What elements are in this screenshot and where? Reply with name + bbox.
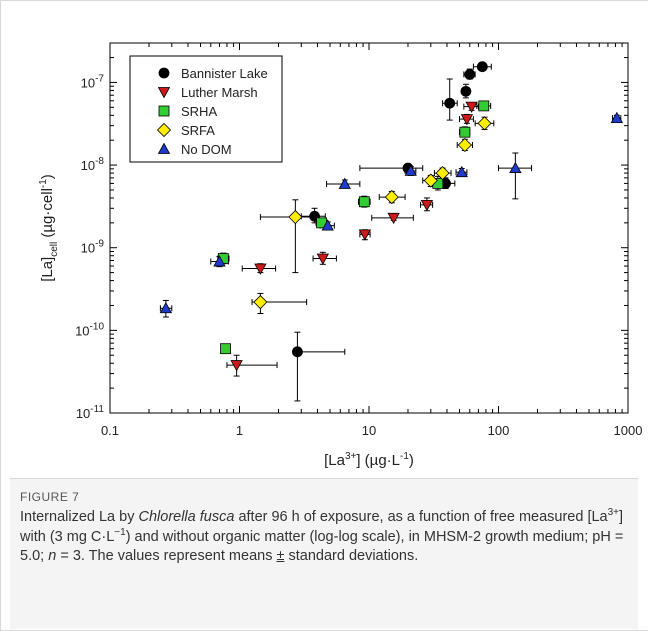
data-point-luther-marsh bbox=[465, 101, 478, 113]
data-point-srha bbox=[358, 196, 370, 208]
data-point-luther-marsh bbox=[358, 229, 372, 241]
legend-box bbox=[129, 55, 283, 163]
data-point-srfa bbox=[457, 137, 472, 153]
data-point-srfa bbox=[435, 166, 450, 181]
x-tick-label: 1 bbox=[236, 423, 243, 438]
legend-marker-luther-marsh bbox=[157, 87, 171, 99]
data-point-srfa bbox=[288, 209, 303, 225]
data-point-srfa bbox=[477, 116, 492, 131]
y-tick-label: 10-10 bbox=[75, 321, 104, 338]
data-point-bannister-lake bbox=[444, 97, 456, 109]
data-point-srfa bbox=[384, 190, 399, 205]
data-point-no-dom bbox=[321, 219, 334, 231]
data-point-no-dom bbox=[404, 164, 417, 176]
data-point-luther-marsh bbox=[420, 199, 434, 212]
legend-marker-no-dom bbox=[157, 142, 171, 154]
figure-label: FIGURE 7 bbox=[20, 490, 80, 504]
data-point-no-dom bbox=[159, 301, 173, 314]
legend-marker-bannister-lake bbox=[158, 67, 170, 79]
data-point-bannister-lake bbox=[464, 69, 476, 80]
y-tick-label: 10-9 bbox=[81, 239, 105, 256]
data-point-srha bbox=[220, 343, 231, 355]
data-point-no-dom bbox=[213, 255, 226, 267]
data-point-srfa bbox=[253, 294, 268, 310]
figure-caption: Internalized La by Chlorella fusca after… bbox=[20, 507, 624, 564]
data-point-bannister-lake bbox=[476, 61, 488, 73]
scatter-chart: 0.1 1 10 100 1000 10-11 10-10 10-9 10-8 10-7 Bann… bbox=[38, 42, 643, 469]
data-point-srha bbox=[478, 100, 490, 112]
data-point-no-dom bbox=[455, 165, 468, 178]
legend-label-srha: SRHA bbox=[181, 104, 217, 119]
data-point-no-dom bbox=[338, 177, 351, 189]
y-axis-title: [La]cell​ (µg·cell-1​) bbox=[38, 174, 60, 282]
data-point-srha bbox=[459, 126, 471, 138]
data-point-no-dom bbox=[509, 161, 522, 173]
x-tick-label: 100 bbox=[488, 423, 510, 438]
data-point-luther-marsh bbox=[387, 212, 400, 225]
x-tick-label: 10 bbox=[362, 423, 376, 438]
data-point-srfa bbox=[423, 173, 438, 188]
x-tick-label: 0.1 bbox=[101, 423, 119, 438]
x-axis-title: [La3+​] (µg·L-1​) bbox=[324, 451, 414, 469]
data-point-bannister-lake bbox=[460, 85, 472, 97]
data-point-bannister-lake bbox=[292, 346, 303, 358]
y-tick-label: 10-8 bbox=[81, 156, 105, 173]
x-tick-label: 1000 bbox=[614, 423, 643, 438]
legend-label-srfa: SRFA bbox=[181, 123, 215, 138]
data-point-luther-marsh bbox=[230, 360, 243, 372]
caption-area bbox=[10, 478, 638, 629]
legend-marker-srfa bbox=[156, 122, 172, 138]
data-point-luther-marsh bbox=[316, 253, 330, 265]
legend-label-luther-marsh: Luther Marsh bbox=[181, 85, 258, 100]
y-tick-label: 10-7 bbox=[81, 73, 105, 90]
data-point-luther-marsh bbox=[460, 114, 474, 126]
legend-label-no-dom: No DOM bbox=[181, 142, 232, 157]
data-point-no-dom bbox=[610, 111, 624, 124]
legend-marker-srha bbox=[158, 105, 170, 117]
legend-label-bannister-lake: Bannister Lake bbox=[181, 66, 268, 81]
data-point-luther-marsh bbox=[254, 263, 267, 275]
y-tick-label: 10-11 bbox=[76, 404, 105, 421]
